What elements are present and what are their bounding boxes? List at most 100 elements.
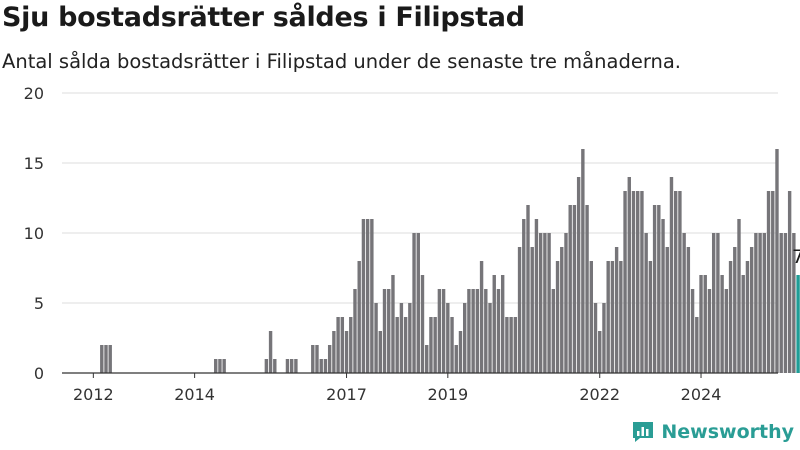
bar xyxy=(779,233,783,373)
bar xyxy=(631,191,636,373)
bar xyxy=(467,289,471,373)
bar xyxy=(737,219,741,373)
bar xyxy=(336,317,340,373)
bar xyxy=(378,331,382,373)
bar xyxy=(357,261,361,373)
bar xyxy=(682,233,686,373)
bar xyxy=(108,345,112,373)
bar xyxy=(543,233,547,373)
bar xyxy=(526,205,530,373)
chart-title: Sju bostadsrätter såldes i Filipstad xyxy=(2,2,525,33)
bar xyxy=(505,317,509,373)
bar xyxy=(450,317,454,373)
bar xyxy=(403,317,408,373)
bar xyxy=(711,233,716,373)
bar xyxy=(496,289,501,373)
bar xyxy=(344,331,349,373)
bar xyxy=(640,191,644,373)
bar xyxy=(222,359,226,373)
y-tick-label: 10 xyxy=(24,224,44,243)
bar xyxy=(492,275,496,373)
bar xyxy=(534,219,539,373)
bar xyxy=(598,331,602,373)
bar xyxy=(463,303,467,373)
bar xyxy=(285,359,290,373)
x-tick-label: 2017 xyxy=(326,385,367,404)
bar xyxy=(327,345,332,373)
newsworthy-logo-icon xyxy=(633,422,654,442)
bar xyxy=(425,345,429,373)
bar xyxy=(741,275,745,373)
y-tick-label: 5 xyxy=(34,294,44,313)
bar xyxy=(787,191,792,373)
bar xyxy=(382,289,387,373)
bar xyxy=(513,317,518,373)
bar xyxy=(387,289,391,373)
bar xyxy=(441,289,446,373)
bar xyxy=(538,233,543,373)
bar xyxy=(707,289,712,373)
bar xyxy=(273,359,277,373)
bar xyxy=(728,261,733,373)
highlight-value-label: 7 xyxy=(792,246,800,268)
bar xyxy=(665,247,669,373)
bar xyxy=(349,317,353,373)
bar xyxy=(572,205,577,373)
bar xyxy=(458,331,463,373)
newsworthy-logo: Newsworthy xyxy=(631,420,794,444)
bar xyxy=(783,233,788,373)
bar xyxy=(775,149,779,373)
bar xyxy=(766,191,771,373)
bar xyxy=(623,191,627,373)
bar xyxy=(703,275,707,373)
bar xyxy=(733,247,737,373)
bar xyxy=(614,247,619,373)
bar xyxy=(690,289,695,373)
bar xyxy=(602,303,606,373)
bar xyxy=(484,289,488,373)
bar xyxy=(479,261,484,373)
bar xyxy=(289,359,294,373)
x-tick-label: 2022 xyxy=(579,385,620,404)
bar xyxy=(593,303,598,373)
bar xyxy=(636,191,640,373)
bar xyxy=(408,303,412,373)
bar xyxy=(530,247,534,373)
bar xyxy=(551,289,556,373)
bar xyxy=(568,205,572,373)
bar xyxy=(585,205,589,373)
bar xyxy=(564,233,568,373)
chart-subtitle: Antal sålda bostadsrätter i Filipstad un… xyxy=(2,50,681,73)
bar xyxy=(555,261,560,373)
bar xyxy=(311,345,315,373)
y-tick-label: 15 xyxy=(24,154,44,173)
bar xyxy=(268,331,273,373)
bar xyxy=(437,289,442,373)
bar xyxy=(619,261,623,373)
bar xyxy=(412,233,416,373)
bar xyxy=(581,149,585,373)
bar xyxy=(749,247,754,373)
y-tick-label: 20 xyxy=(24,84,44,103)
bar xyxy=(745,261,750,373)
bar xyxy=(674,191,678,373)
bar xyxy=(429,317,433,373)
bar xyxy=(433,317,437,373)
bar xyxy=(509,317,513,373)
bar xyxy=(370,219,374,373)
x-tick-label: 2014 xyxy=(174,385,215,404)
bar xyxy=(517,247,522,373)
bar xyxy=(720,275,724,373)
bar xyxy=(319,359,323,373)
bar xyxy=(218,359,222,373)
bar xyxy=(716,233,720,373)
bar xyxy=(644,233,648,373)
x-tick-label: 2012 xyxy=(73,385,114,404)
bar xyxy=(420,275,425,373)
bar xyxy=(471,289,475,373)
bar xyxy=(315,345,319,373)
bar xyxy=(695,317,699,373)
bar xyxy=(100,345,104,373)
bar xyxy=(454,345,458,373)
